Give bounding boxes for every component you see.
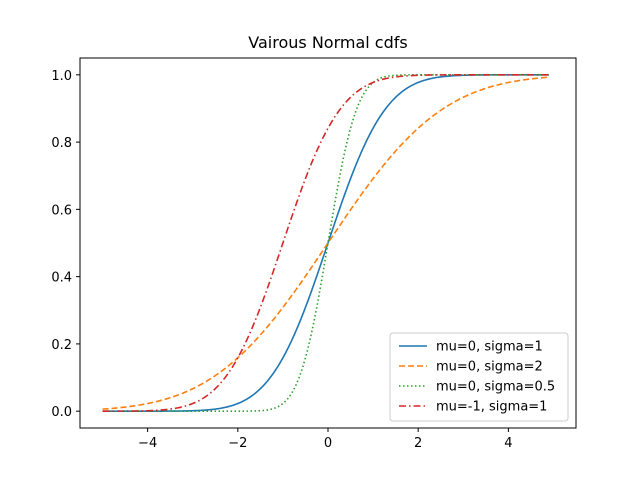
y-tick-label: 1.0 (51, 69, 72, 84)
legend-box (389, 332, 569, 422)
legend-label: mu=0, sigma=1 (436, 340, 543, 355)
legend-label: mu=-1, sigma=1 (436, 400, 547, 415)
y-tick-label: 0.2 (51, 338, 72, 353)
chart-title: Vairous Normal cdfs (248, 33, 407, 52)
y-tick-label: 0.8 (51, 136, 72, 151)
series-line-3 (102, 74, 549, 412)
legend: mu=0, sigma=1 mu=0, sigma=2 mu=0, sigma=0.… (389, 332, 569, 422)
y-axis: 0.0 0.2 0.4 0.6 0.8 1.0 (51, 69, 80, 420)
x-tick-label: −4 (138, 436, 157, 451)
legend-label: mu=0, sigma=2 (436, 360, 543, 375)
x-tick-label: 0 (324, 436, 332, 451)
x-tick-label: −2 (228, 436, 247, 451)
series-lines (102, 74, 550, 412)
x-axis: −4 −2 0 2 4 (138, 428, 513, 451)
y-tick-label: 0.4 (51, 271, 72, 286)
x-tick-label: 2 (414, 436, 422, 451)
y-tick-label: 0.6 (51, 203, 72, 218)
y-tick-label: 0.0 (51, 405, 72, 420)
legend-label: mu=0, sigma=0.5 (436, 380, 555, 395)
x-tick-label: 4 (504, 436, 512, 451)
series-line-2 (102, 76, 550, 410)
series-line-4 (102, 74, 549, 412)
